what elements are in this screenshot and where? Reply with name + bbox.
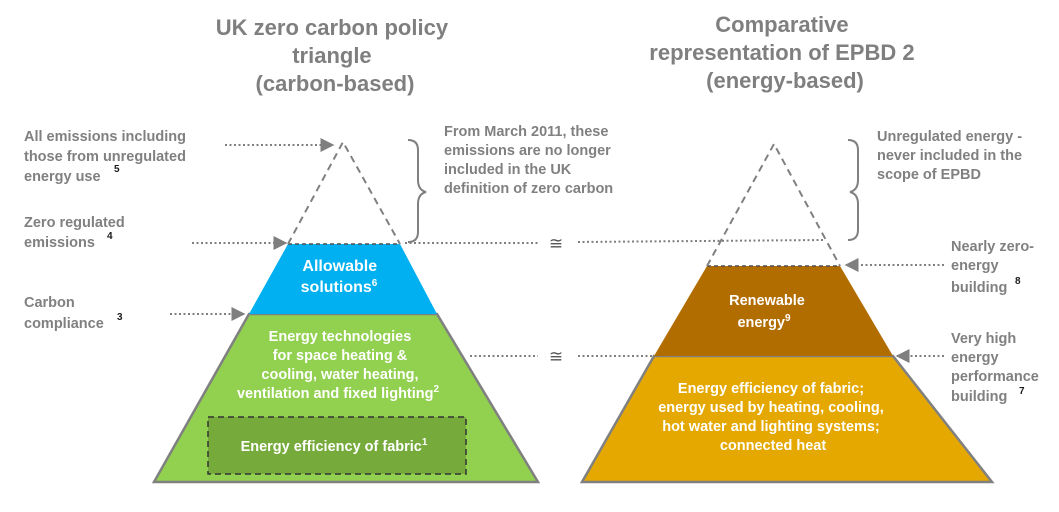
all-emissions-label: All emissions including those from unreg… bbox=[24, 129, 190, 185]
left-title: UK zero carbon policy triangle (carbon-b… bbox=[216, 15, 454, 96]
nearly-zero-label: Nearly zero- energy building bbox=[951, 239, 1038, 296]
unregulated-apex-outline bbox=[287, 139, 401, 245]
nearly-zero-ref: 8 bbox=[1015, 276, 1021, 287]
very-high-label: Very high energy performance building bbox=[951, 331, 1043, 405]
right-title: Comparative representation of EPBD 2 (en… bbox=[649, 12, 920, 93]
fabric-efficiency-box bbox=[207, 416, 467, 475]
unregulated-energy-apex-outline bbox=[706, 141, 841, 267]
all-emissions-ref: 5 bbox=[114, 164, 120, 175]
zero-regulated-ref: 4 bbox=[107, 231, 113, 242]
equivalence-symbol-mid: ≅ bbox=[549, 347, 563, 367]
zero-regulated-label: Zero regulated emissions bbox=[24, 215, 129, 251]
renewable-energy-label: Renewable energy9 bbox=[729, 293, 809, 331]
equivalence-symbol-top: ≅ bbox=[549, 234, 563, 254]
top-connector-right bbox=[577, 239, 825, 243]
very-high-ref: 7 bbox=[1019, 386, 1025, 397]
right-brace bbox=[847, 139, 859, 241]
renewable-energy-layer bbox=[654, 266, 893, 356]
fabric-efficiency-label: Energy efficiency of fabric1 bbox=[241, 437, 428, 455]
left-pyramid: Allowable solutions6 Energy technologies… bbox=[151, 139, 541, 484]
technologies-label: Energy technologies for space heating & … bbox=[237, 329, 440, 402]
allowable-solutions-layer bbox=[249, 244, 437, 314]
carbon-compliance-label: Carbon compliance bbox=[24, 295, 104, 332]
carbon-compliance-ref: 3 bbox=[117, 312, 123, 323]
unregulated-energy-label: Unregulated energy - never included in t… bbox=[877, 129, 1026, 183]
efficiency-label: Energy efficiency of fabric; energy used… bbox=[658, 381, 888, 454]
allowable-solutions-label: Allowable solutions6 bbox=[301, 258, 382, 296]
march-2011-note: From March 2011, these emissions are no … bbox=[444, 124, 615, 197]
middle-brace bbox=[407, 139, 427, 243]
right-pyramid: Renewable energy9 Energy efficiency of f… bbox=[579, 141, 995, 484]
